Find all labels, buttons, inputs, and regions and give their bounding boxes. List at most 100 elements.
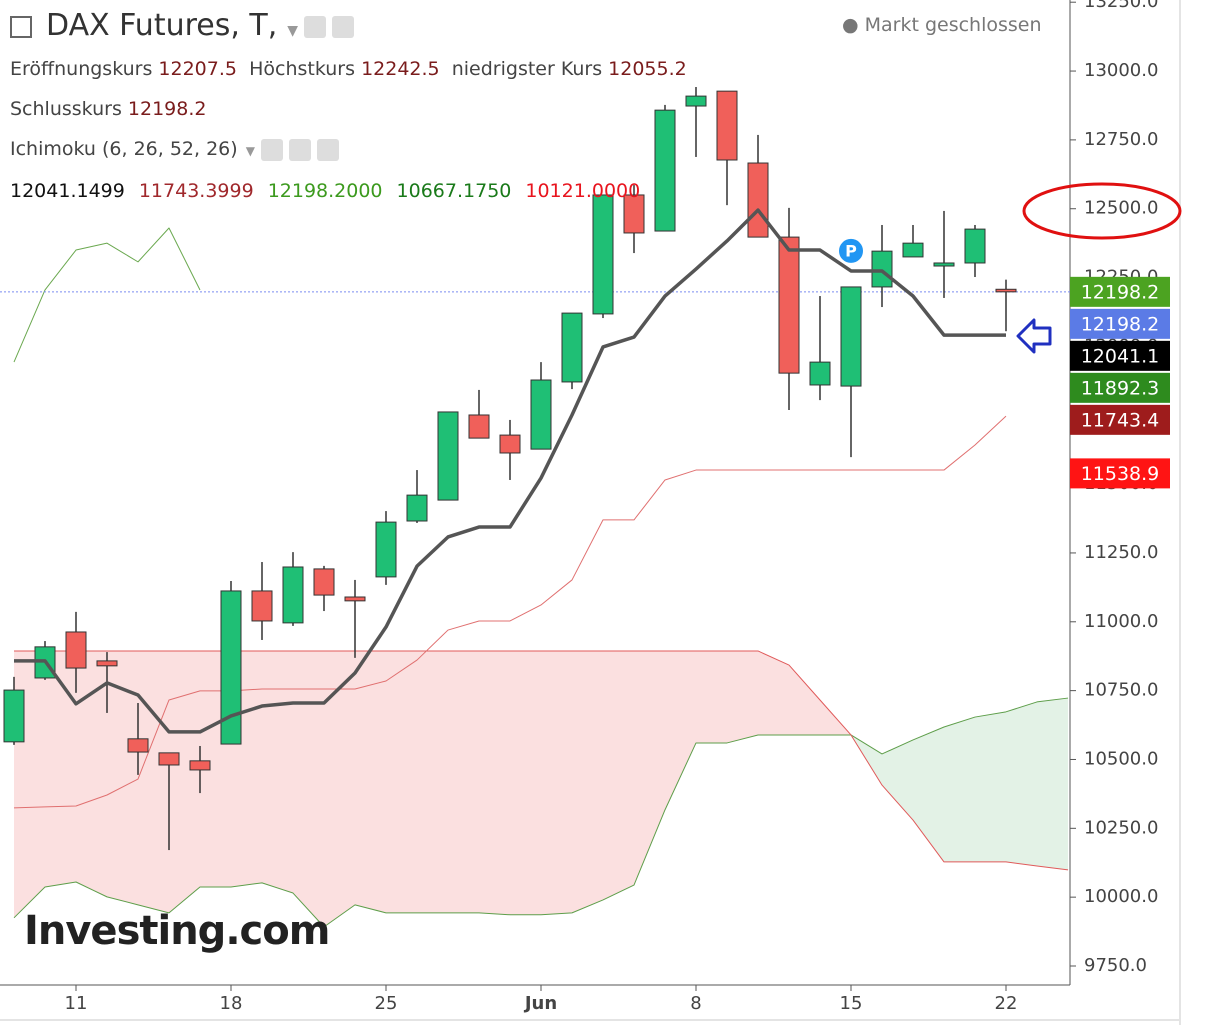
candle-body: [189, 760, 211, 771]
cloud: [541, 650, 572, 915]
ohlc-value: 12207.5: [158, 58, 237, 80]
cloud: [138, 650, 169, 913]
cloud: [386, 650, 417, 913]
candle-body: [251, 590, 273, 622]
cloud: [572, 650, 603, 913]
indicator-value: 10667.1750: [396, 180, 512, 202]
span-b: [14, 650, 1069, 871]
candle-body: [778, 236, 800, 374]
chart-title: DAX Futures, T,: [46, 8, 278, 43]
y-tick-label: 10500.0: [1084, 748, 1158, 769]
x-tick-label: 8: [690, 993, 701, 1014]
annotation-arrow: [1016, 318, 1052, 354]
dropdown[interactable]: ▼: [287, 23, 299, 39]
ohlc-value: 12055.2: [608, 58, 687, 80]
candle-body: [995, 288, 1017, 293]
candle-body: [3, 689, 25, 743]
eye-icon[interactable]: [304, 15, 327, 38]
cloud: [603, 650, 634, 900]
base-line: [13, 415, 1007, 809]
title-row: DAX Futures, T, ▼: [10, 8, 355, 43]
cloud: [727, 650, 758, 743]
candle-body: [902, 242, 924, 258]
candle-body: [96, 660, 118, 667]
price-label-box: [1070, 458, 1170, 489]
candle-body: [871, 250, 893, 288]
cloud: [355, 650, 386, 913]
y-tick-label: 10000.0: [1084, 886, 1158, 907]
x-tick-label: 22: [995, 993, 1018, 1014]
dropdown[interactable]: ▼: [245, 144, 255, 158]
y-tick-label: 9750.0: [1084, 955, 1147, 976]
candle-body: [654, 109, 676, 232]
indicator-name: Ichimoku (6, 26, 52, 26): [10, 138, 238, 160]
status-text: Markt geschlossen: [864, 14, 1042, 36]
x-tick-label: 11: [65, 993, 88, 1014]
price-label-box: [1070, 308, 1170, 339]
indicator-value: 11743.3999: [138, 180, 254, 202]
ohlc-label: Höchstkurs: [249, 58, 356, 80]
candle-body: [747, 162, 769, 238]
cloud: [448, 650, 479, 913]
cloud: [665, 650, 696, 810]
price-label: 12198.2: [1081, 281, 1160, 303]
ohlc-label: Eröffnungskurs: [10, 58, 153, 80]
candle-body: [561, 312, 583, 383]
cloud: [789, 665, 820, 735]
candle-body: [406, 494, 428, 522]
cloud: [169, 650, 200, 913]
price-label: 11538.9: [1081, 463, 1160, 485]
price-label-box: [1070, 404, 1170, 435]
indicator-value: 12198.2000: [267, 180, 383, 202]
candle-body: [840, 286, 862, 387]
collapse-icon[interactable]: [10, 15, 32, 38]
price-label-box: [1070, 276, 1170, 307]
candle-body: [716, 90, 738, 161]
x-tick-label: 15: [840, 993, 863, 1014]
candle-body: [158, 752, 180, 766]
eye-icon[interactable]: [260, 138, 283, 161]
cloud: [262, 650, 293, 894]
event-marker: [837, 236, 865, 265]
cloud: [1006, 701, 1037, 867]
cloud: [107, 650, 138, 905]
cloud: [293, 650, 324, 927]
price-label: 11743.4: [1081, 409, 1160, 431]
lagging-line: [13, 227, 201, 363]
price-label: 12041.1: [1081, 345, 1160, 367]
cloud: [510, 650, 541, 915]
watermark: Investing.com: [24, 908, 330, 954]
indicator-value: 12041.1499: [10, 180, 125, 202]
ohlc-label: Schlusskurs: [10, 98, 122, 120]
ohlc-row: Schlusskurs 12198.2: [10, 98, 206, 120]
settings-icon[interactable]: [332, 15, 355, 38]
price-label: 11892.3: [1081, 377, 1160, 399]
settings-icon[interactable]: [288, 138, 311, 161]
indicator-row: Ichimoku (6, 26, 52, 26) ▼: [10, 138, 339, 161]
candle-body: [623, 194, 645, 234]
candle-body: [809, 361, 831, 386]
price-label-box: [1070, 372, 1170, 403]
candle-body: [282, 566, 304, 624]
candle-body: [933, 262, 955, 267]
cloud: [45, 650, 76, 887]
candle-body: [344, 596, 366, 602]
candle-body: [437, 411, 459, 501]
cloud: [758, 650, 789, 735]
event-marker-label: P: [845, 241, 857, 260]
close-icon[interactable]: [316, 138, 339, 161]
y-tick-label: 11000.0: [1084, 611, 1158, 632]
conversion-line: [14, 208, 1006, 734]
cloud: [324, 650, 355, 927]
y-tick-label: 11250.0: [1084, 542, 1158, 563]
y-tick-label: 12500.0: [1084, 198, 1158, 219]
cloud: [944, 717, 975, 862]
annotation-circle: [1022, 182, 1182, 240]
price-label: 12198.2: [1081, 313, 1160, 335]
x-tick-label: Jun: [523, 993, 557, 1014]
price-label-box: [1070, 340, 1170, 371]
cloud: [882, 739, 913, 821]
candle-body: [127, 738, 149, 753]
